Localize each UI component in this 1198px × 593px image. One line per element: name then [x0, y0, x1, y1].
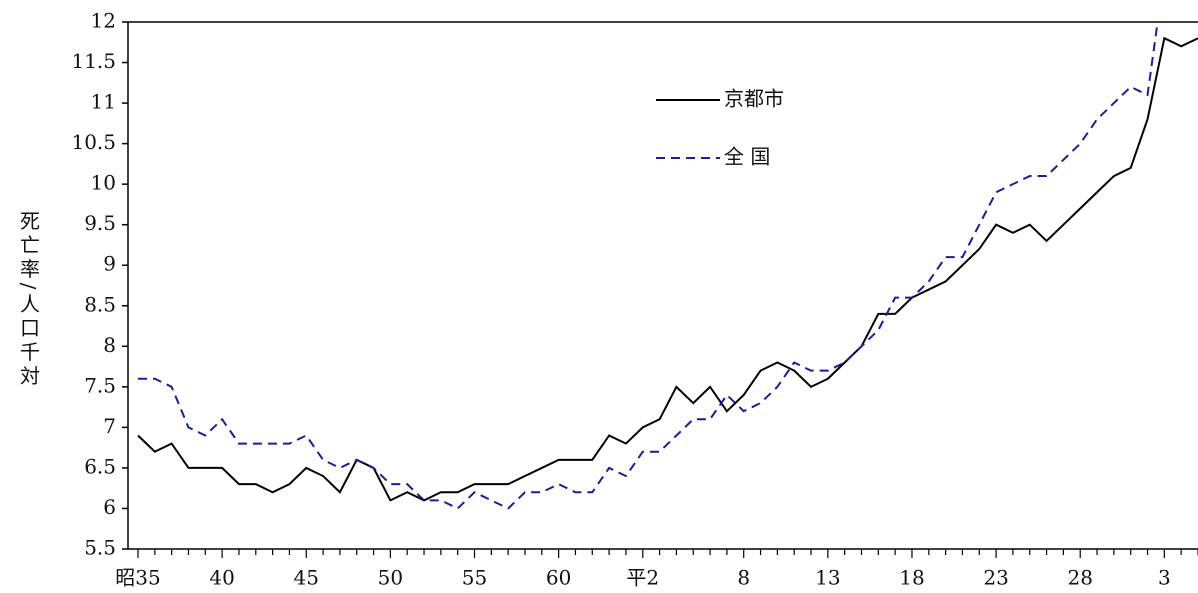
- plot-area: [137, 22, 1198, 510]
- x-tick-label: 8: [737, 566, 750, 590]
- x-tick-label: 45: [294, 566, 319, 590]
- y-tick-label: 10: [91, 171, 116, 195]
- x-tick-label: 平2: [626, 566, 659, 590]
- y-tick-label: 9.5: [84, 211, 116, 235]
- x-tick-label: 50: [378, 566, 403, 590]
- y-tick-label: 5.5: [84, 536, 116, 560]
- x-tick-label: 28: [1067, 566, 1092, 590]
- y-tick-label: 11: [91, 90, 116, 114]
- y-tick-label: 7: [103, 414, 116, 438]
- y-tick-label: 7.5: [84, 373, 116, 397]
- x-tick-label: 昭35: [115, 566, 160, 590]
- y-tick-label: 9: [103, 252, 116, 276]
- x-tick-label: 18: [899, 566, 924, 590]
- y-tick-label: 12: [91, 9, 116, 33]
- y-tick-label: 8: [103, 333, 116, 357]
- y-axis-title: 死亡率/人口千対: [17, 211, 41, 390]
- series-line: [138, 22, 1159, 510]
- x-tick-label: 3: [1158, 566, 1171, 590]
- x-tick-label: 55: [462, 566, 487, 590]
- x-tick-label: 60: [546, 566, 571, 590]
- y-tick-label: 6: [103, 495, 116, 519]
- legend-label: 京都市: [724, 87, 784, 111]
- x-tick-label: 40: [209, 566, 234, 590]
- legend-label: 全 国: [724, 145, 770, 169]
- y-tick-label: 11.5: [71, 49, 116, 73]
- series-line: [137, 36, 1198, 502]
- y-tick-label: 6.5: [84, 454, 116, 478]
- y-tick-label: 8.5: [84, 292, 116, 316]
- x-tick-label: 23: [983, 566, 1008, 590]
- x-tick-label: 13: [815, 566, 840, 590]
- y-tick-label: 10.5: [71, 130, 116, 154]
